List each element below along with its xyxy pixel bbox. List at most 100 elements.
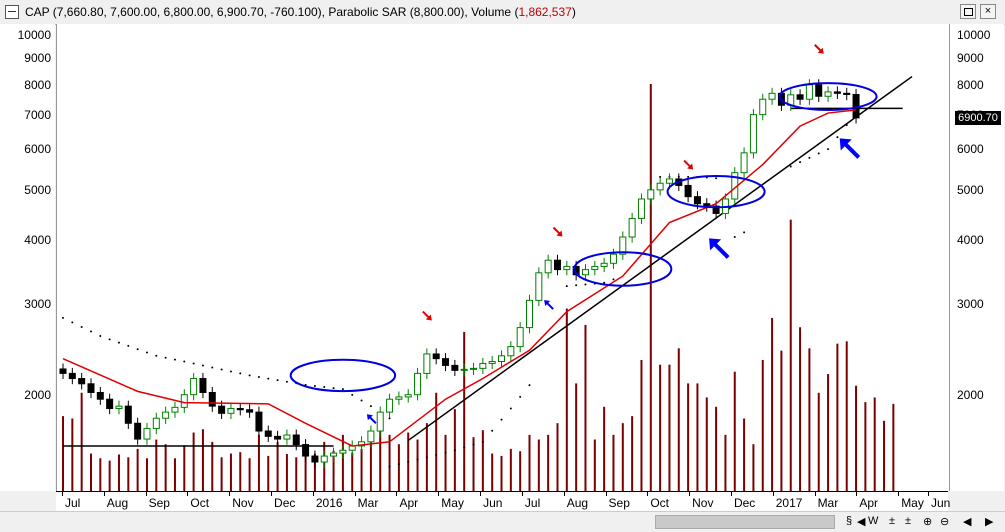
sar-dot: [603, 281, 606, 284]
volume-bar: [864, 402, 867, 491]
volume-bar: [192, 432, 195, 491]
x-tick: [772, 492, 774, 496]
candle-body: [740, 152, 748, 174]
volume-bar: [341, 434, 344, 491]
blue-arrow-head: [544, 300, 551, 307]
moving-average-line: [62, 109, 857, 447]
volume-bar: [164, 444, 167, 491]
x-tick-label: Apr: [399, 496, 419, 510]
scroll-button-1[interactable]: §: [846, 515, 853, 527]
candle-body: [218, 405, 226, 414]
sar-dot: [108, 338, 111, 341]
candle-body: [180, 394, 188, 408]
scroll-button-w[interactable]: W: [868, 515, 879, 527]
candle-body: [815, 84, 823, 97]
x-tick: [480, 492, 482, 496]
title-bar[interactable]: CAP (7,660.80, 7,600.00, 6,800.00, 6,900…: [0, 0, 1005, 25]
volume-bar: [229, 453, 232, 491]
volume-bar: [565, 308, 568, 491]
sar-dot: [528, 384, 531, 387]
volume-bar: [659, 364, 662, 491]
title-text-close: ): [571, 5, 576, 19]
sar-dot: [201, 364, 204, 367]
sar-dot: [99, 335, 102, 338]
x-tick: [521, 492, 523, 496]
candle-body: [609, 253, 617, 264]
sar-dot: [351, 393, 354, 396]
sar-dot: [612, 278, 615, 281]
volume-bar: [845, 341, 848, 491]
consolidation-ellipse: [666, 175, 766, 209]
candle-body: [479, 362, 487, 369]
x-tick: [856, 492, 858, 496]
x-tick: [354, 492, 356, 496]
scroll-left-button[interactable]: ◀: [857, 516, 866, 528]
volume-bar: [771, 317, 774, 491]
plot-area[interactable]: [56, 24, 950, 491]
scroll-back-button[interactable]: ◀: [963, 516, 972, 528]
time-axis: Jul Aug Sep Oct Nov Dec 2016 Mar Apr May Jun Jul Aug…: [56, 491, 950, 512]
candle-body: [703, 203, 711, 207]
red-arrow-head: [687, 163, 694, 170]
volume-bar: [528, 434, 531, 491]
scrollbar-thumb[interactable]: [655, 515, 835, 529]
sar-dot: [472, 443, 475, 446]
volume-bar: [388, 434, 391, 491]
volume-bar: [873, 397, 876, 491]
volume-bar: [752, 444, 755, 491]
sar-dot: [136, 348, 139, 351]
volume-bar: [724, 434, 727, 491]
volume-bar: [435, 392, 438, 491]
scroll-forward-button[interactable]: ▶: [985, 516, 994, 528]
restore-window-button[interactable]: [960, 4, 976, 19]
x-tick-label: Nov: [692, 496, 714, 510]
y-tick-label: 8000: [24, 77, 51, 92]
y-tick-label: 2000: [957, 387, 984, 402]
x-tick: [145, 492, 147, 496]
volume-bar: [705, 397, 708, 491]
sar-dot: [481, 440, 484, 443]
scroll-button-4[interactable]: ±: [889, 515, 896, 527]
sar-dot: [276, 379, 279, 382]
horizontal-scrollbar[interactable]: § ◀ W ± ± ⊕ ⊖ ◀ ▶: [0, 511, 1005, 532]
y-tick-label: 2000: [24, 387, 51, 402]
sar-dot: [164, 356, 167, 359]
volume-bar: [761, 360, 764, 491]
volume-bar: [145, 458, 148, 491]
y-tick-label: 10000: [17, 27, 51, 42]
sar-dot: [388, 417, 391, 420]
volume-bar: [547, 434, 550, 491]
red-arrow-head: [425, 314, 432, 321]
big-blue-arrow-icon: [843, 141, 861, 159]
sar-dot: [332, 387, 335, 390]
sar-dot: [491, 429, 494, 432]
x-tick: [312, 492, 314, 496]
candle-body: [255, 411, 263, 432]
sar-dot: [715, 177, 718, 180]
volume-bar: [211, 441, 214, 491]
volume-bar: [733, 371, 736, 491]
candle-body: [498, 355, 506, 363]
sar-dot: [575, 284, 578, 287]
volume-bar: [584, 324, 587, 491]
y-tick-label: 10000: [957, 27, 991, 42]
candle-body: [311, 455, 319, 463]
close-window-button[interactable]: ×: [980, 4, 996, 19]
volume-bar: [369, 438, 372, 491]
volume-bar: [285, 454, 288, 491]
candle-body: [320, 455, 328, 463]
volume-bar: [62, 416, 64, 491]
candle-body: [843, 92, 851, 95]
volume-bar: [575, 383, 578, 491]
x-tick: [396, 492, 398, 496]
volume-bar: [276, 441, 279, 491]
x-tick-label: Oct: [650, 496, 669, 510]
candle-body: [628, 217, 636, 238]
zoom-in-button[interactable]: ⊕: [923, 516, 933, 528]
sar-dot: [500, 418, 503, 421]
scroll-button-5[interactable]: ±: [905, 515, 912, 527]
candle-body: [544, 259, 552, 274]
zoom-out-button[interactable]: ⊖: [940, 516, 950, 528]
sar-dot: [808, 156, 811, 159]
x-tick: [605, 492, 607, 496]
